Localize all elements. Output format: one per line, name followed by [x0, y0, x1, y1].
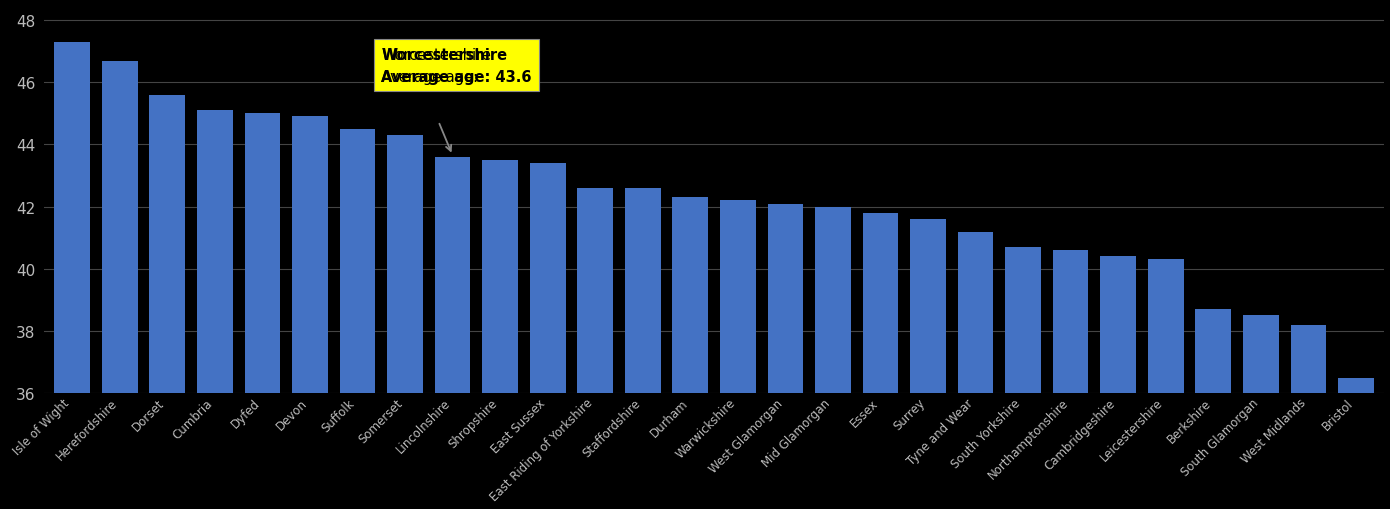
Bar	[1195, 309, 1232, 509]
Bar	[577, 189, 613, 509]
Bar	[482, 161, 518, 509]
Bar	[1290, 325, 1326, 509]
Bar	[245, 114, 281, 509]
Bar	[720, 201, 756, 509]
Bar	[815, 207, 851, 509]
Bar	[54, 43, 90, 509]
Bar	[1339, 378, 1373, 509]
Bar	[1005, 247, 1041, 509]
Bar	[1243, 316, 1279, 509]
Bar	[626, 189, 660, 509]
Bar	[673, 198, 708, 509]
Bar	[292, 117, 328, 509]
Bar	[1101, 257, 1136, 509]
Bar	[910, 220, 945, 509]
Bar	[435, 158, 470, 509]
Bar	[197, 111, 232, 509]
Bar	[150, 96, 185, 509]
Bar	[767, 204, 803, 509]
Bar	[1052, 250, 1088, 509]
Bar	[530, 164, 566, 509]
Text: Worcestershire
Average age: 43.6: Worcestershire Average age: 43.6	[381, 47, 532, 84]
Bar	[388, 136, 423, 509]
Text: Worcestershire
Average age:: Worcestershire Average age:	[381, 47, 491, 84]
Bar	[958, 232, 994, 509]
Bar	[1148, 260, 1183, 509]
Bar	[339, 130, 375, 509]
Bar	[101, 62, 138, 509]
Bar	[863, 213, 898, 509]
